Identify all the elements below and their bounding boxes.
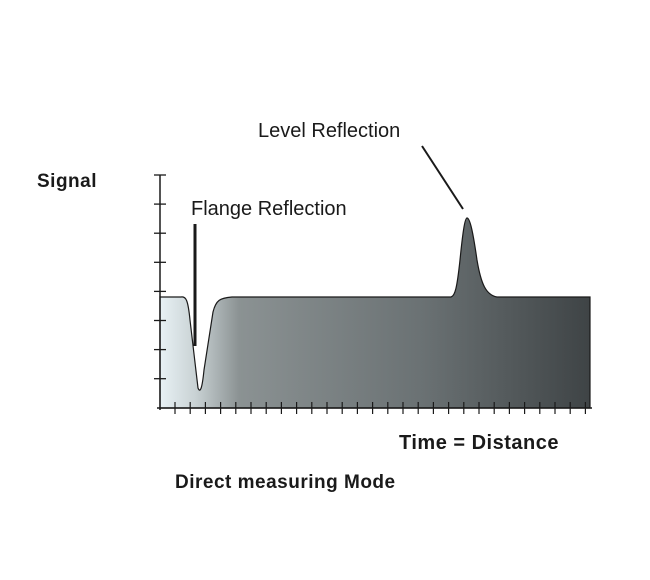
level-reflection-label: Level Reflection [258,120,401,142]
x-ticks [174,402,587,414]
y-axis-label: Signal [37,171,98,192]
flange-reflection-label: Flange Reflection [191,198,347,220]
y-ticks [154,174,166,380]
level-pointer [421,145,464,210]
signal-curve [159,217,591,409]
x-axis-label: Time = Distance [399,432,559,454]
caption: Direct measuring Mode [175,472,396,493]
